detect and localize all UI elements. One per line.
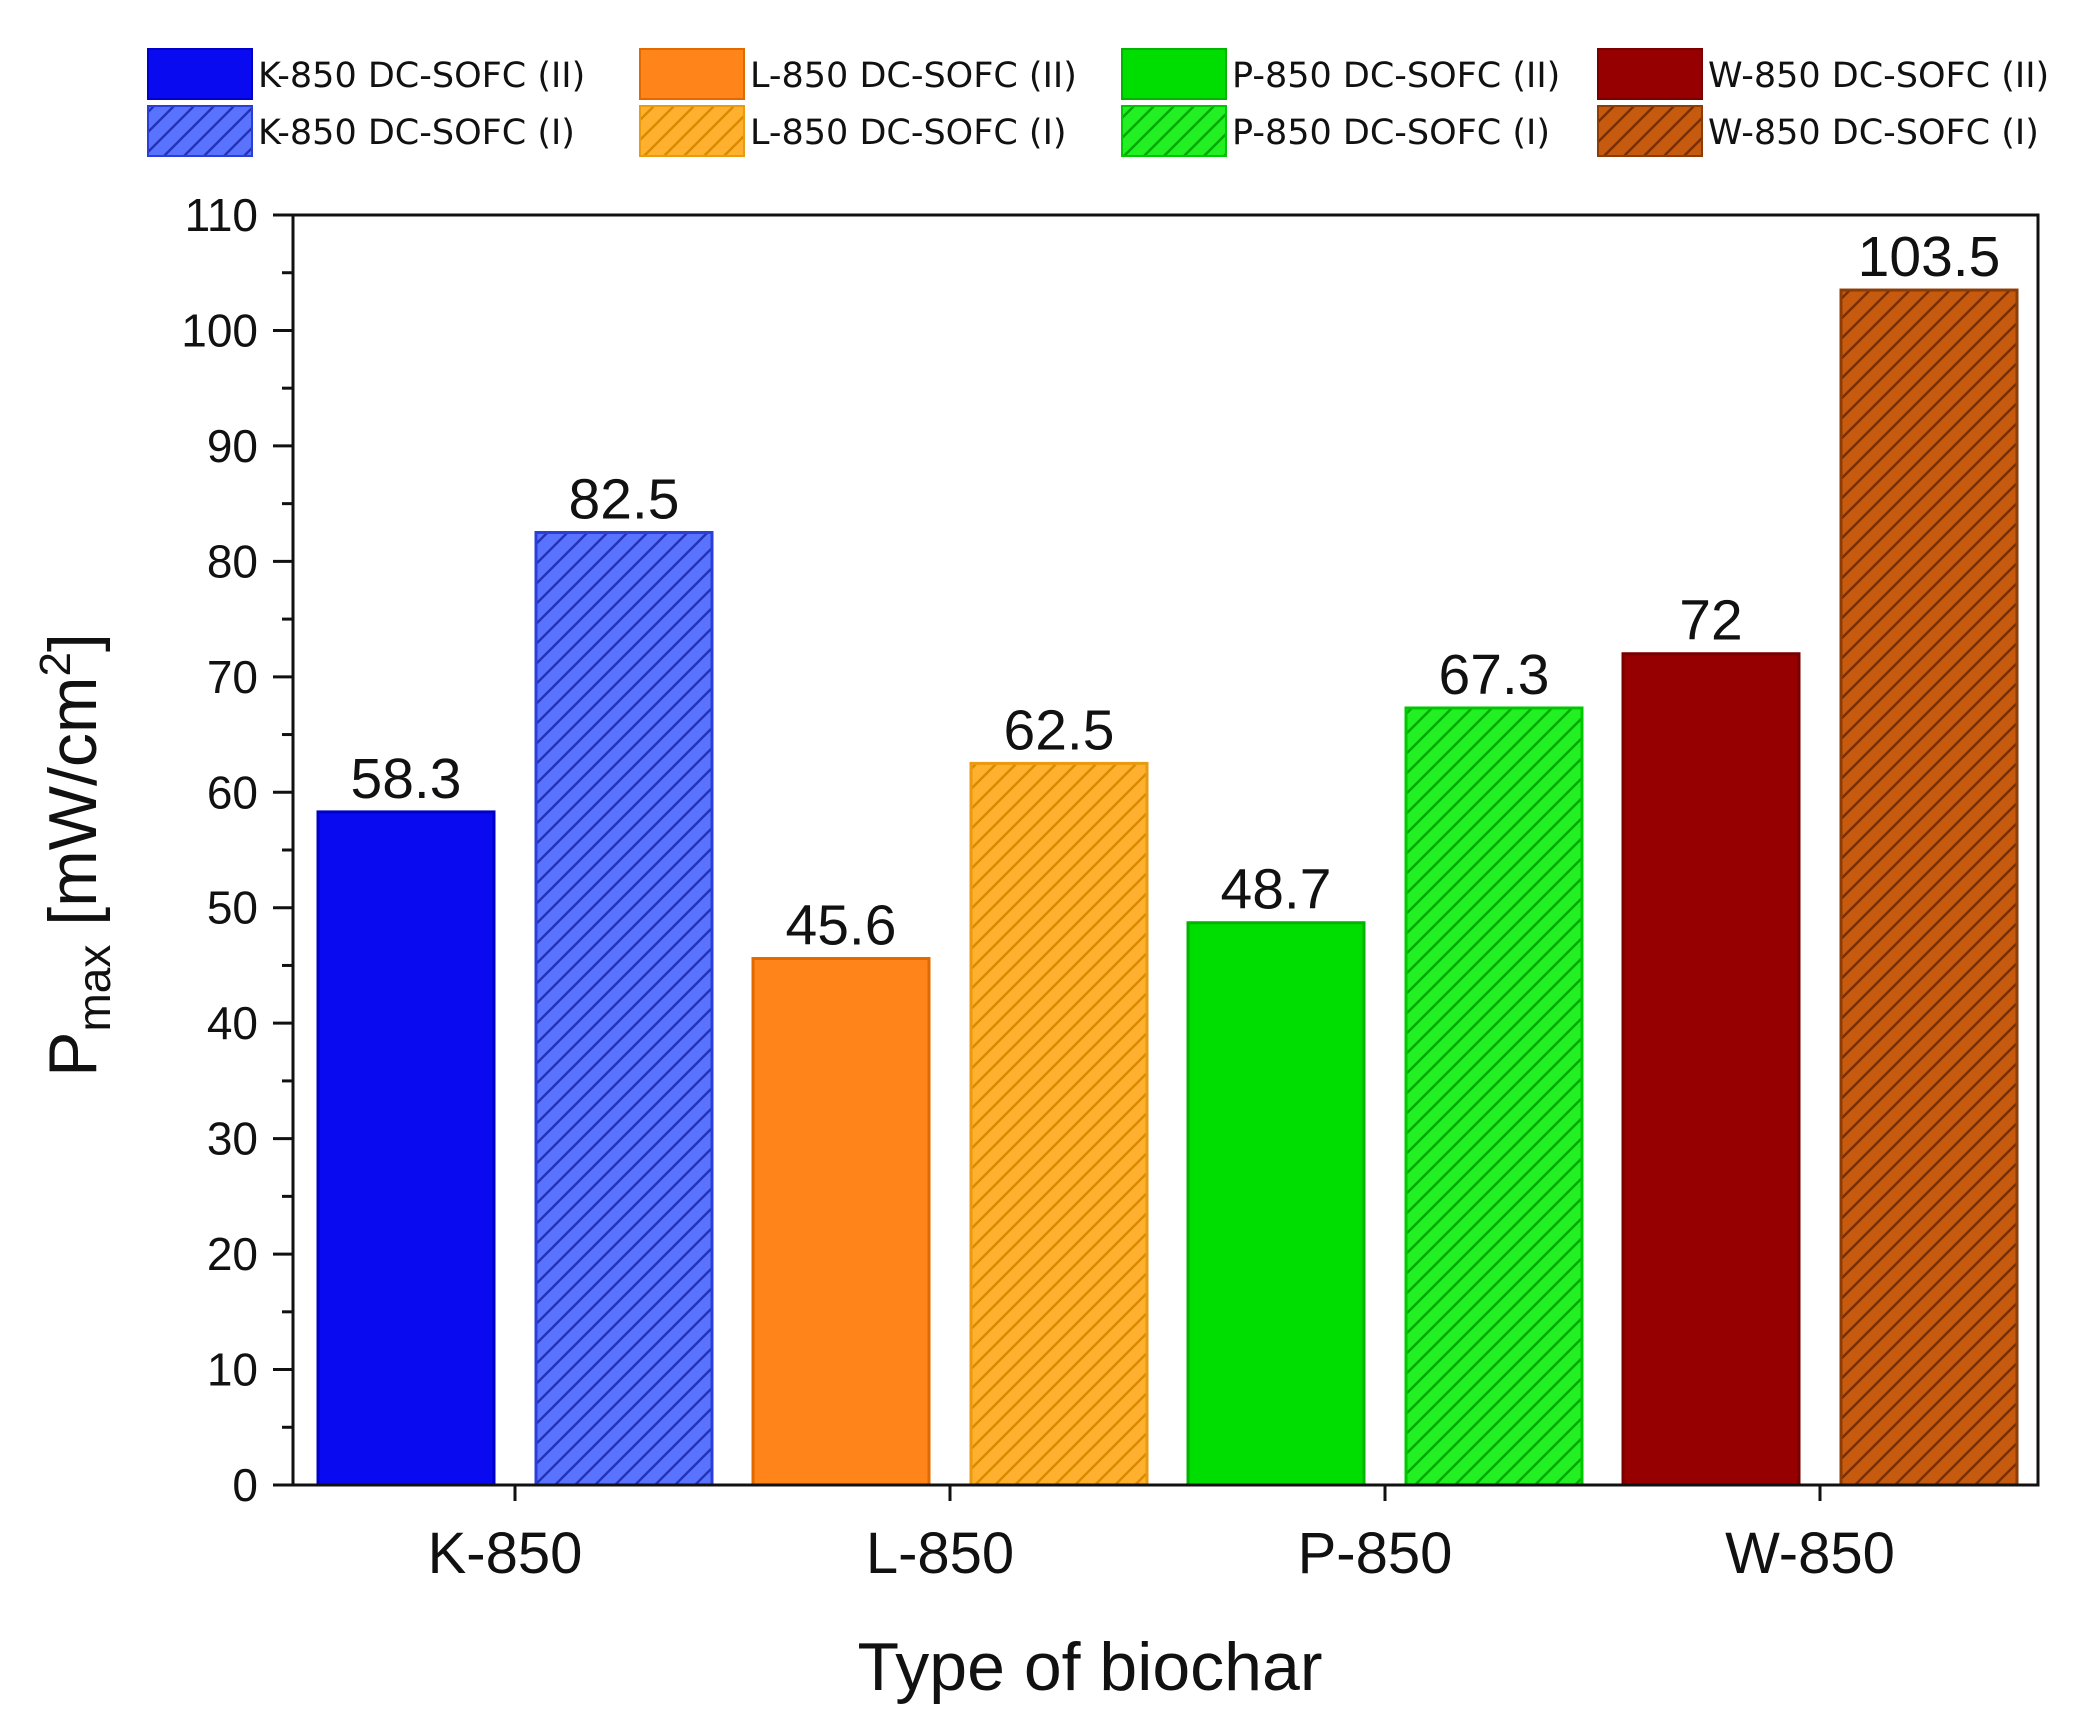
y-axis-title-unit-close: ] [35,633,111,652]
bar-value-label: 58.3 [351,747,462,811]
legend-swatch [639,48,745,100]
bar-k-850-ii [316,810,496,1487]
bars [316,288,2019,1487]
bar-p-850-i [1404,706,1584,1487]
y-tick-label: 110 [185,189,258,241]
y-axis-title: Pmax [mW/cm2] [31,633,120,1077]
y-axis-title-unit: [mW/cm [35,676,111,944]
x-tick-label: P-850 [1298,1521,1453,1586]
y-tick-label: 20 [207,1228,258,1280]
legend-label: L-850 DC-SOFC (I) [750,113,1067,153]
bar-k-850-i [534,531,714,1487]
bar-l-850-i [969,761,1149,1487]
x-axis: K-850 L-850 P-850 W-850 [428,1485,1895,1586]
legend-swatch [639,105,745,157]
y-axis-title-superscript: 2 [31,652,80,676]
legend-swatch [147,48,253,100]
legend-label: W-850 DC-SOFC (I) [1708,113,2039,153]
bar-w-850-ii [1621,652,1801,1487]
legend-swatch [1121,48,1227,100]
legend-swatch [1597,48,1703,100]
bar-value-label: 45.6 [786,894,897,958]
legend-swatch [1121,105,1227,157]
bar-value-label: 72 [1679,589,1742,653]
y-tick-label: 100 [181,304,258,356]
y-tick-label: 10 [207,1344,258,1396]
bar-value-label: 67.3 [1439,643,1550,707]
x-tick-label: K-850 [428,1521,583,1586]
y-tick-label: 0 [232,1459,258,1511]
legend-label: K-850 DC-SOFC (II) [258,56,585,96]
legend-label: P-850 DC-SOFC (II) [1232,56,1560,96]
legend-label: K-850 DC-SOFC (I) [258,113,575,153]
bar-value-label: 62.5 [1004,698,1115,762]
x-tick-label: W-850 [1725,1521,1895,1586]
bar-p-850-ii [1186,921,1366,1487]
y-tick-label: 90 [207,420,258,472]
legend-label: P-850 DC-SOFC (I) [1232,113,1550,153]
x-axis-title: Type of biochar [858,1629,1323,1705]
y-axis-title-main: P [35,1032,111,1077]
y-tick-label: 70 [207,651,258,703]
legend-label: L-850 DC-SOFC (II) [750,56,1077,96]
y-tick-label: 60 [207,766,258,818]
bar-w-850-i [1839,288,2019,1487]
y-axis-title-subscript: max [68,945,120,1032]
legend-swatch [147,105,253,157]
y-tick-label: 30 [207,1113,258,1165]
legend: K-850 DC-SOFC (II) K-850 DC-SOFC (I) L-850… [147,48,2049,157]
y-axis: 0 10 20 30 40 50 60 70 80 90 100 110 [181,189,293,1511]
y-tick-label: 50 [207,882,258,934]
value-labels: 58.3 82.5 45.6 62.5 48.7 67.3 72 103.5 [351,225,2001,957]
y-tick-label: 40 [207,997,258,1049]
legend-swatch [1597,105,1703,157]
bar-value-label: 82.5 [569,468,680,532]
y-tick-label: 80 [207,535,258,587]
legend-label: W-850 DC-SOFC (II) [1708,56,2049,96]
bar-value-label: 48.7 [1221,858,1332,922]
bar-l-850-ii [751,957,931,1487]
bar-value-label: 103.5 [1858,225,2001,289]
x-tick-label: L-850 [866,1521,1014,1586]
